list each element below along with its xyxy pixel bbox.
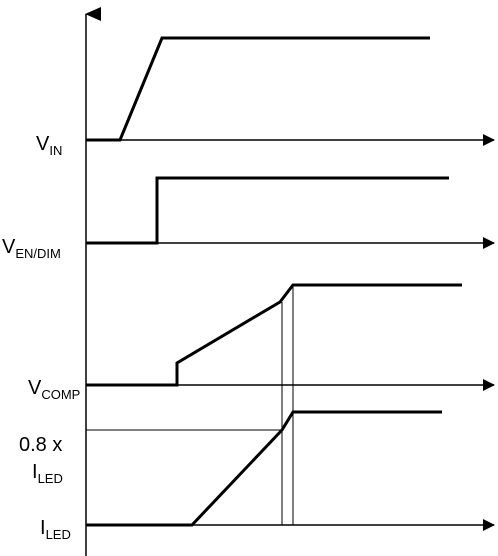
waveform-iled <box>86 410 442 527</box>
label-vin: VIN <box>36 133 62 158</box>
waveform-vin <box>86 36 430 142</box>
waveform-ven-dim <box>86 176 449 245</box>
label-iled: ILED <box>40 517 71 542</box>
label-vcomp: VCOMP <box>28 377 80 402</box>
label-threshold-line2: ILED <box>32 461 63 486</box>
label-ven-dim: VEN/DIM <box>2 236 61 261</box>
label-threshold-line1: 0.8 x <box>19 434 62 456</box>
waveform-vcomp <box>86 283 462 387</box>
